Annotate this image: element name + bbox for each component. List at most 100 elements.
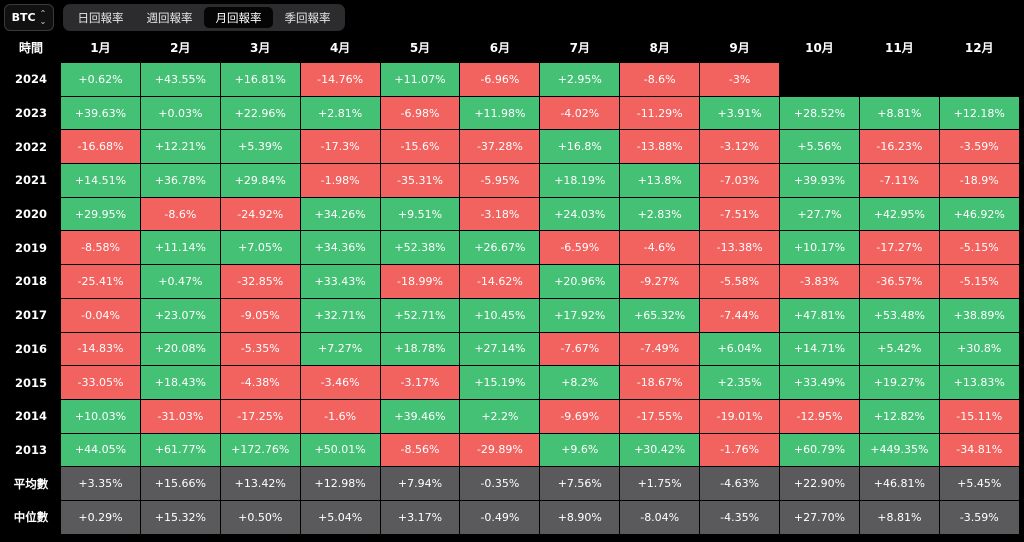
return-cell: -1.6% xyxy=(300,399,380,433)
return-cell: +13.83% xyxy=(939,366,1019,399)
return-cell: -17.27% xyxy=(859,231,939,265)
return-cell: +172.76% xyxy=(220,433,300,467)
return-cell: -6.59% xyxy=(540,231,620,265)
return-cell: +2.35% xyxy=(700,366,780,399)
return-cell: -15.6% xyxy=(380,130,460,164)
empty-cell xyxy=(940,63,1019,96)
return-cell: +47.81% xyxy=(780,298,859,332)
return-cell: -5.15% xyxy=(939,231,1019,265)
return-cell: +34.36% xyxy=(300,231,380,265)
mean-cell: +12.98% xyxy=(300,467,380,500)
return-cell: -1.76% xyxy=(700,433,780,467)
month-header: 4月 xyxy=(329,41,351,55)
return-cell: +3.91% xyxy=(700,96,780,130)
return-cell: +50.01% xyxy=(300,433,380,467)
month-header: 6月 xyxy=(489,41,511,55)
return-cell: -5.15% xyxy=(939,265,1019,298)
return-cell: +39.93% xyxy=(780,164,859,197)
return-cell: +34.26% xyxy=(300,197,380,231)
empty-cell xyxy=(780,63,859,96)
return-cell: +12.18% xyxy=(939,96,1019,130)
median-cell: +8.81% xyxy=(859,500,939,534)
year-label: 2016 xyxy=(14,341,47,356)
return-cell: -8.58% xyxy=(61,231,140,265)
return-cell: -15.11% xyxy=(939,399,1019,433)
return-cell: -34.81% xyxy=(939,433,1019,467)
return-cell: -8.6% xyxy=(620,63,700,96)
return-cell: -16.68% xyxy=(61,130,140,164)
return-cell: -17.55% xyxy=(620,399,700,433)
return-cell: -18.9% xyxy=(939,164,1019,197)
return-cell: +27.14% xyxy=(460,332,540,366)
return-cell: +2.95% xyxy=(540,63,620,96)
return-cell: -5.35% xyxy=(220,332,300,366)
tab-daily-return[interactable]: 日回報率 xyxy=(77,10,124,25)
returns-table: 時間 1月 2月 3月 4月 5月 6月 7月 8月 9月 10月 11月 12月 2024 +0.62% +… xyxy=(2,33,1019,534)
median-row-label: 中位數 xyxy=(13,510,49,525)
median-cell: +3.17% xyxy=(380,500,460,534)
return-cell: +9.6% xyxy=(540,433,620,467)
return-cell: -4.38% xyxy=(220,366,300,399)
return-cell: -3.17% xyxy=(380,366,460,399)
period-tabs: 日回報率 週回報率 月回報率 季回報率 xyxy=(63,4,345,31)
return-cell: +11.07% xyxy=(380,63,460,96)
return-cell: -9.27% xyxy=(620,265,700,298)
mean-cell: +1.75% xyxy=(620,467,700,500)
return-cell: +17.92% xyxy=(540,298,620,332)
mean-cell: -4.63% xyxy=(700,467,780,500)
return-cell: +65.32% xyxy=(620,298,700,332)
return-cell: -1.98% xyxy=(300,164,380,197)
return-cell: +6.04% xyxy=(700,332,780,366)
return-cell: -32.85% xyxy=(220,265,300,298)
return-cell: -18.67% xyxy=(620,366,700,399)
return-cell: +26.67% xyxy=(460,231,540,265)
return-cell: +14.71% xyxy=(780,332,859,366)
return-cell: +29.84% xyxy=(220,164,300,197)
return-cell: +449.35% xyxy=(859,433,939,467)
return-cell: +8.2% xyxy=(540,366,620,399)
return-cell: +5.39% xyxy=(220,130,300,164)
return-cell: -12.95% xyxy=(780,399,859,433)
tab-quarterly-return[interactable]: 季回報率 xyxy=(284,10,331,25)
return-cell: -19.01% xyxy=(700,399,780,433)
return-cell: -8.56% xyxy=(380,433,460,467)
return-cell: -7.49% xyxy=(620,332,700,366)
return-cell: -14.83% xyxy=(61,332,140,366)
return-cell: +28.52% xyxy=(780,96,859,130)
return-cell: -3.18% xyxy=(460,197,540,231)
return-cell: -3.59% xyxy=(939,130,1019,164)
return-cell: -6.98% xyxy=(380,96,460,130)
return-cell: -3% xyxy=(700,63,780,96)
month-header: 5月 xyxy=(409,41,431,55)
mean-cell: +46.81% xyxy=(859,467,939,500)
return-cell: +52.38% xyxy=(380,231,460,265)
return-cell: +30.8% xyxy=(939,332,1019,366)
mean-cell: +15.66% xyxy=(140,467,220,500)
median-cell: -0.49% xyxy=(460,500,540,534)
return-cell: +11.98% xyxy=(460,96,540,130)
mean-cell: -0.35% xyxy=(460,467,540,500)
return-cell: +29.95% xyxy=(61,197,140,231)
return-cell: -5.95% xyxy=(460,164,540,197)
return-cell: +0.62% xyxy=(61,63,140,96)
return-cell: +32.71% xyxy=(300,298,380,332)
return-cell: +14.51% xyxy=(61,164,140,197)
return-cell: +42.95% xyxy=(859,197,939,231)
tab-monthly-return[interactable]: 月回報率 xyxy=(204,7,273,28)
month-header: 12月 xyxy=(964,41,994,55)
tab-weekly-return[interactable]: 週回報率 xyxy=(146,10,193,25)
year-label: 2023 xyxy=(14,106,47,121)
return-cell: +16.8% xyxy=(540,130,620,164)
month-header: 2月 xyxy=(170,41,191,55)
return-cell: -24.92% xyxy=(220,197,300,231)
month-header: 7月 xyxy=(569,41,590,55)
return-cell: -37.28% xyxy=(460,130,540,164)
coin-selector[interactable]: BTC ⌃ ⌄ xyxy=(4,4,54,31)
return-cell: -0.04% xyxy=(61,298,140,332)
return-cell: -33.05% xyxy=(61,366,140,399)
return-cell: +20.08% xyxy=(140,332,220,366)
return-cell: +46.92% xyxy=(939,197,1019,231)
return-cell: -14.62% xyxy=(460,265,540,298)
return-cell: -9.69% xyxy=(540,399,620,433)
month-header: 8月 xyxy=(649,41,670,55)
